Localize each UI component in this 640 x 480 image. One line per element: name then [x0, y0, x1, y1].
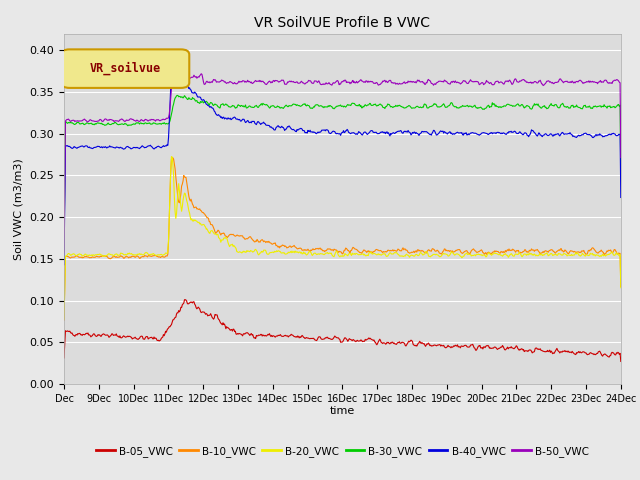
B-40_VWC: [60, 262, 68, 268]
B-30_VWC: [432, 101, 440, 107]
B-40_VWC: [277, 124, 285, 130]
X-axis label: time: time: [330, 407, 355, 417]
B-50_VWC: [197, 71, 205, 77]
B-30_VWC: [617, 172, 625, 178]
Text: VR_soilvue: VR_soilvue: [90, 62, 161, 75]
B-10_VWC: [60, 317, 68, 323]
B-05_VWC: [401, 340, 408, 346]
Title: VR SoilVUE Profile B VWC: VR SoilVUE Profile B VWC: [254, 16, 430, 30]
B-05_VWC: [60, 355, 68, 361]
B-05_VWC: [228, 328, 236, 334]
B-30_VWC: [401, 105, 408, 111]
B-30_VWC: [256, 103, 264, 108]
B-50_VWC: [617, 155, 625, 160]
B-30_VWC: [277, 105, 285, 110]
B-10_VWC: [432, 248, 440, 254]
B-10_VWC: [256, 240, 264, 245]
B-10_VWC: [617, 284, 625, 289]
B-05_VWC: [432, 342, 440, 348]
B-50_VWC: [228, 80, 236, 86]
B-40_VWC: [432, 131, 440, 136]
B-20_VWC: [256, 250, 264, 256]
B-30_VWC: [60, 249, 68, 254]
B-20_VWC: [228, 241, 236, 247]
B-40_VWC: [256, 120, 264, 126]
B-50_VWC: [125, 117, 133, 123]
B-50_VWC: [401, 79, 408, 85]
B-10_VWC: [168, 155, 176, 161]
B-05_VWC: [256, 333, 264, 338]
Y-axis label: Soil VWC (m3/m3): Soil VWC (m3/m3): [14, 158, 24, 260]
Line: B-20_VWC: B-20_VWC: [64, 156, 621, 319]
B-20_VWC: [432, 252, 440, 258]
Line: B-40_VWC: B-40_VWC: [64, 72, 621, 265]
B-30_VWC: [125, 122, 133, 128]
B-40_VWC: [617, 194, 625, 200]
B-40_VWC: [401, 128, 408, 134]
Line: B-30_VWC: B-30_VWC: [64, 96, 621, 252]
B-20_VWC: [125, 250, 133, 256]
B-40_VWC: [170, 70, 177, 75]
B-40_VWC: [125, 145, 133, 151]
B-50_VWC: [432, 82, 440, 87]
B-20_VWC: [60, 316, 68, 322]
B-20_VWC: [617, 285, 625, 290]
B-50_VWC: [277, 78, 285, 84]
Line: B-50_VWC: B-50_VWC: [64, 74, 621, 253]
B-40_VWC: [228, 115, 236, 121]
B-10_VWC: [277, 243, 285, 249]
B-50_VWC: [256, 79, 264, 84]
B-50_VWC: [60, 250, 68, 256]
B-05_VWC: [125, 334, 133, 339]
Line: B-05_VWC: B-05_VWC: [64, 300, 621, 361]
B-10_VWC: [228, 232, 236, 238]
B-05_VWC: [277, 333, 285, 338]
B-20_VWC: [277, 250, 285, 256]
Legend: B-05_VWC, B-10_VWC, B-20_VWC, B-30_VWC, B-40_VWC, B-50_VWC: B-05_VWC, B-10_VWC, B-20_VWC, B-30_VWC, …: [92, 442, 593, 461]
Line: B-10_VWC: B-10_VWC: [64, 158, 621, 320]
B-05_VWC: [181, 297, 189, 302]
B-20_VWC: [401, 253, 408, 259]
B-10_VWC: [125, 254, 133, 260]
FancyBboxPatch shape: [61, 49, 189, 88]
B-30_VWC: [173, 93, 181, 98]
B-30_VWC: [228, 103, 236, 108]
B-20_VWC: [168, 154, 175, 159]
B-05_VWC: [617, 359, 625, 364]
B-10_VWC: [401, 246, 408, 252]
